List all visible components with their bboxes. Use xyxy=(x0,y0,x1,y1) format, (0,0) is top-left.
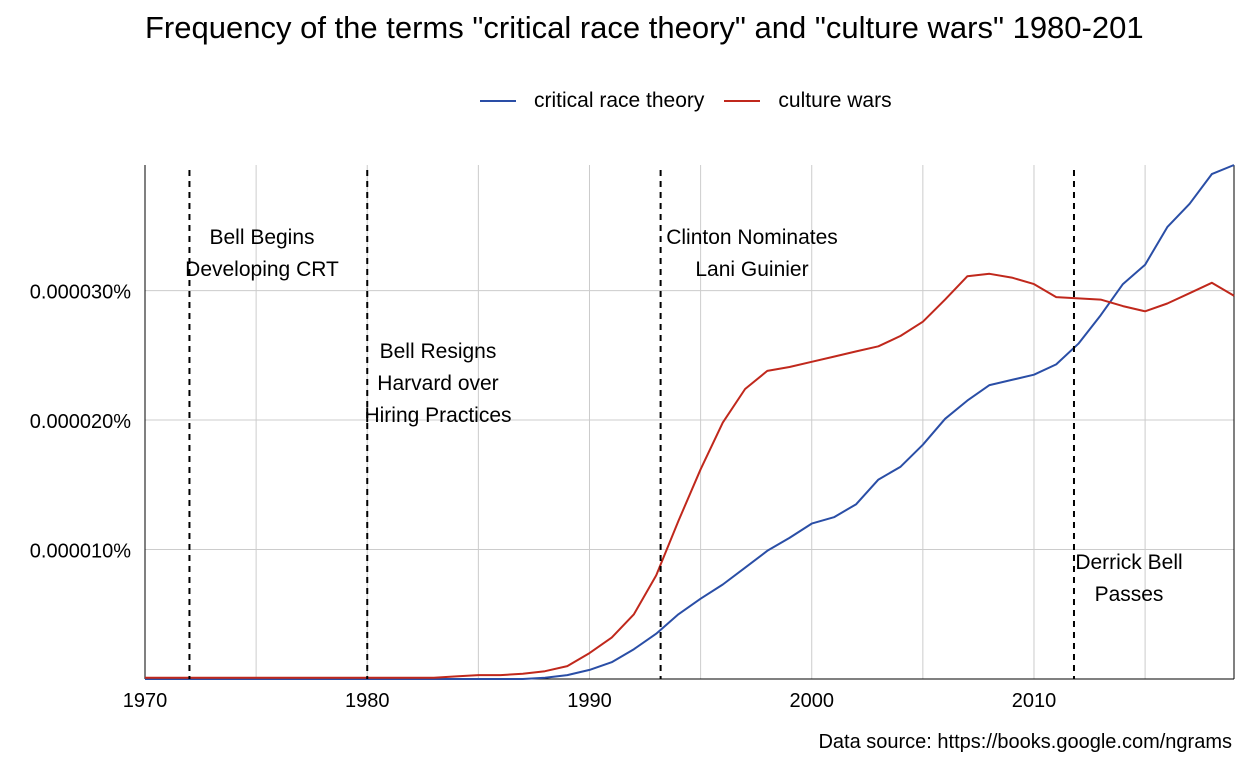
y-tick-label-1: 0.000020% xyxy=(30,411,131,433)
event-label-1-line-1: Harvard over xyxy=(377,372,498,395)
x-tick-label-2000: 2000 xyxy=(789,690,834,712)
y-tick-label-0: 0.000010% xyxy=(30,541,131,563)
series-line-critical-race-theory xyxy=(145,164,1235,680)
legend-swatch-culture-wars xyxy=(724,100,761,102)
event-label-2-line-1: Lani Guinier xyxy=(695,258,808,281)
event-label-1-line-2: Hiring Practices xyxy=(364,404,511,427)
x-tick-label-1980: 1980 xyxy=(345,690,390,712)
event-label-3-line-0: Derrick Bell xyxy=(1075,551,1182,574)
legend-label-culture-wars: culture wars xyxy=(778,89,892,112)
event-label-0-line-0: Bell Begins xyxy=(209,226,314,249)
legend-swatch-critical-race-theory xyxy=(480,100,516,102)
chart-title: Frequency of the terms "critical race th… xyxy=(145,10,1144,45)
event-label-1-line-0: Bell Resigns xyxy=(380,340,497,363)
event-label-2-line-0: Clinton Nominates xyxy=(666,226,838,249)
legend-item-critical-race-theory: critical race theory xyxy=(480,89,704,113)
legend-item-culture-wars: culture wars xyxy=(724,89,892,113)
x-tick-label-1990: 1990 xyxy=(567,690,612,712)
y-tick-label-2: 0.000030% xyxy=(30,282,131,304)
series-line-culture-wars xyxy=(145,272,1235,679)
source-note: Data source: https://books.google.com/ng… xyxy=(818,731,1232,753)
legend-label-critical-race-theory: critical race theory xyxy=(534,89,705,112)
event-label-0-line-1: Developing CRT xyxy=(185,258,339,281)
x-tick-label-1970: 1970 xyxy=(123,690,168,712)
legend: critical race theory culture wars xyxy=(480,86,912,116)
x-tick-label-2010: 2010 xyxy=(1012,690,1057,712)
event-label-3-line-1: Passes xyxy=(1095,583,1164,606)
